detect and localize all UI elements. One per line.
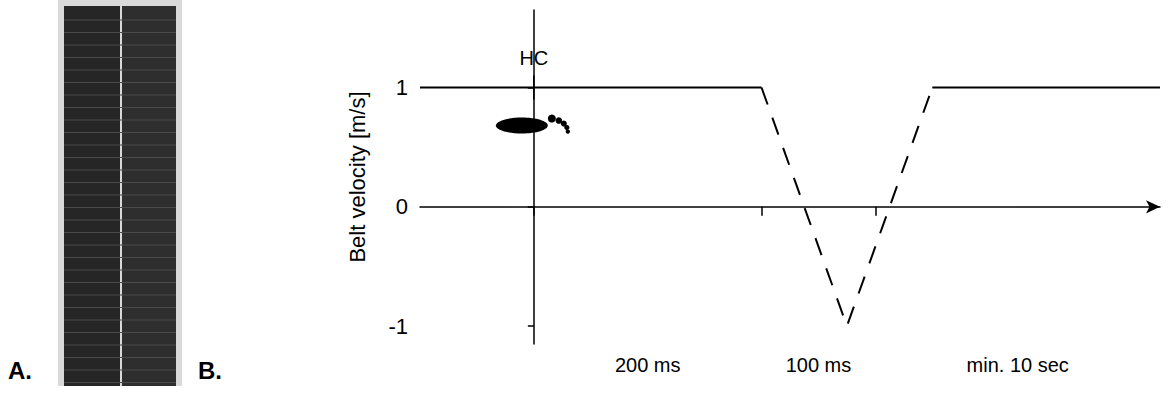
svg-text:200 ms: 200 ms xyxy=(615,354,681,376)
svg-text:B.: B. xyxy=(198,357,222,384)
svg-text:HC: HC xyxy=(519,46,549,69)
svg-text:A.: A. xyxy=(8,357,32,384)
svg-text:Belt velocity [m/s]: Belt velocity [m/s] xyxy=(345,91,370,262)
svg-text:-1: -1 xyxy=(388,314,408,339)
svg-text:100 ms: 100 ms xyxy=(786,354,852,376)
svg-text:1: 1 xyxy=(396,75,408,100)
svg-text:min. 10 sec: min. 10 sec xyxy=(967,354,1069,376)
svg-text:0: 0 xyxy=(396,194,408,219)
